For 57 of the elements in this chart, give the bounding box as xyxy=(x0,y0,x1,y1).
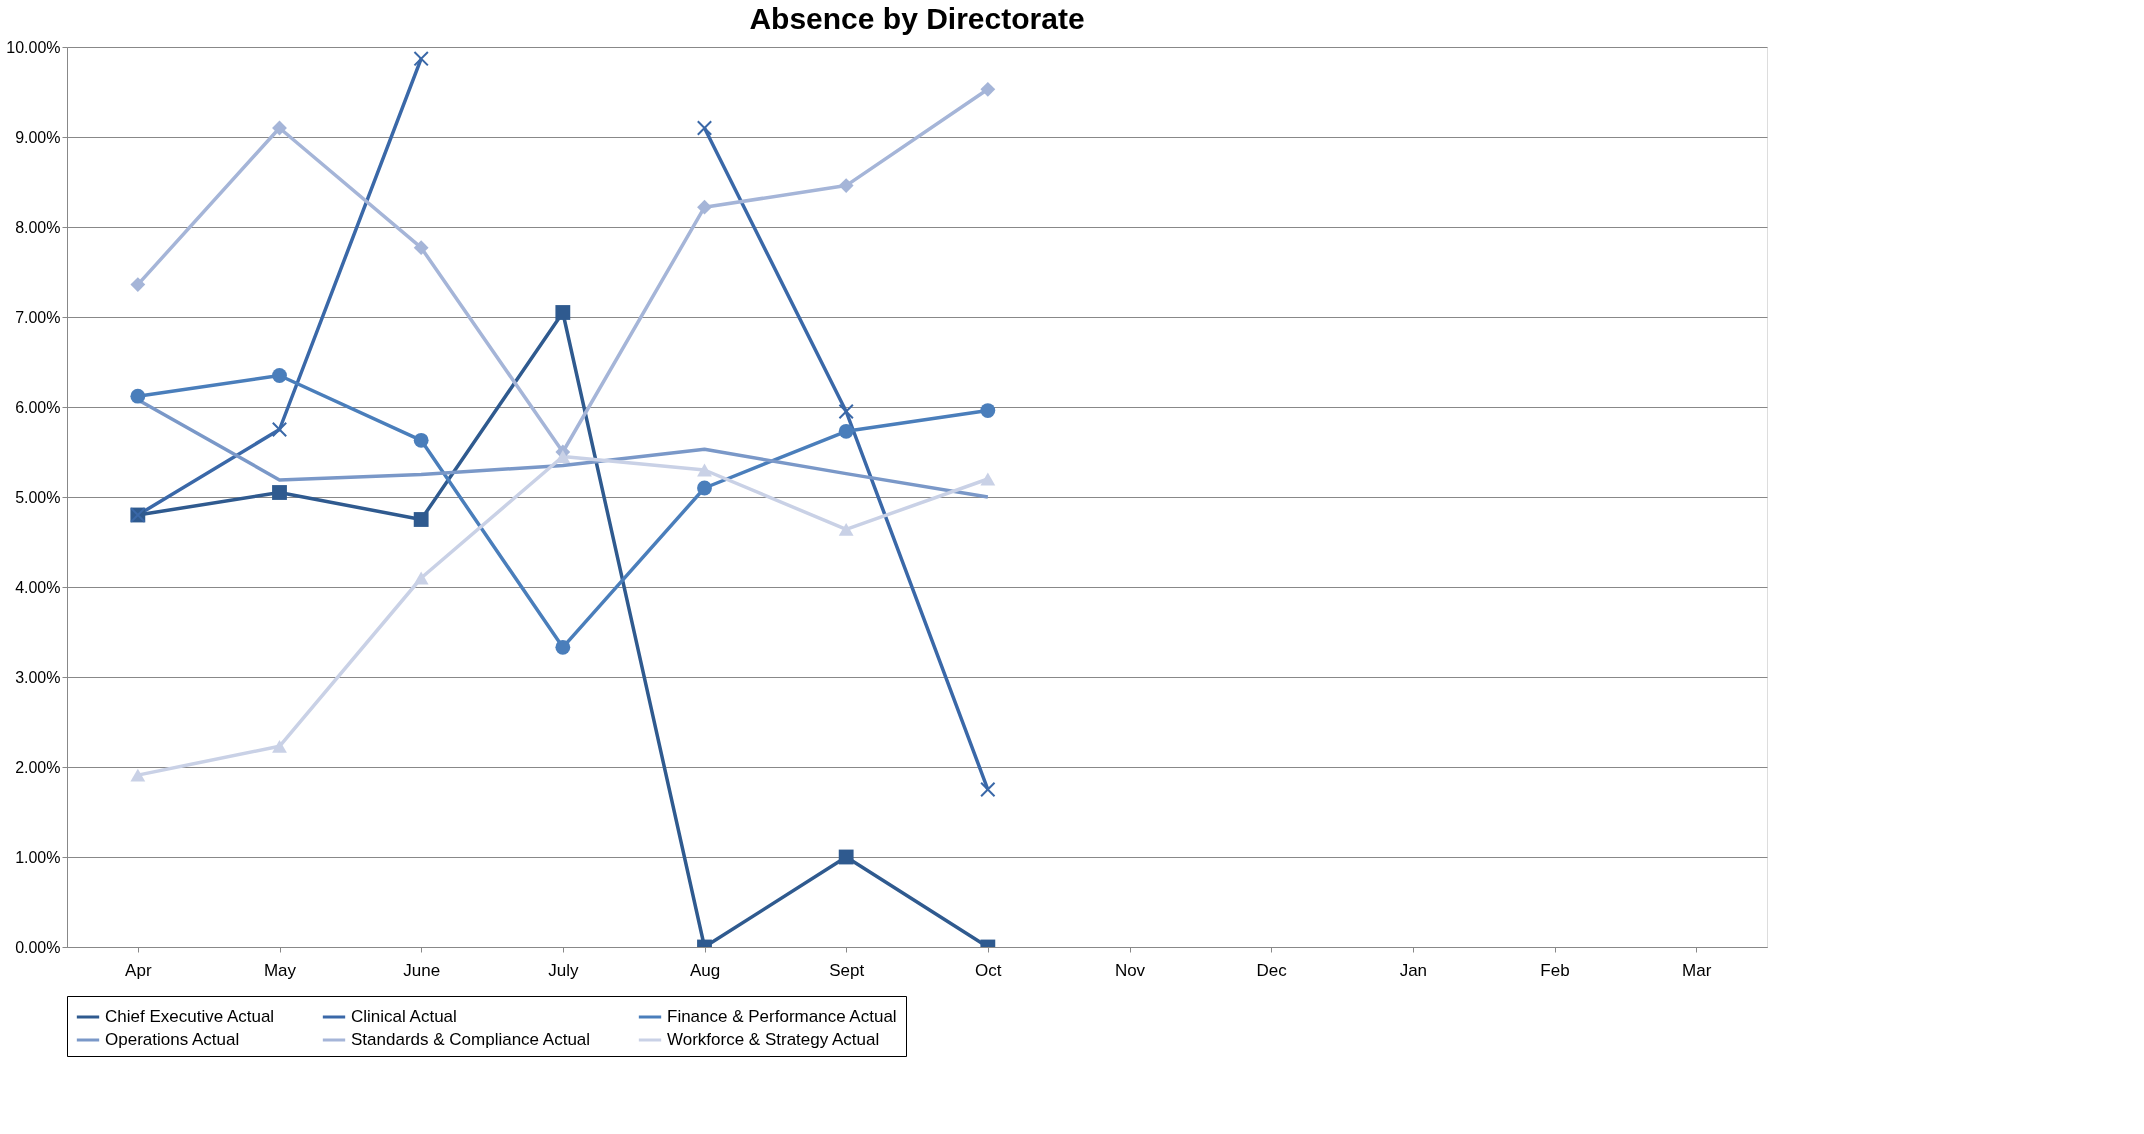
point xyxy=(413,240,429,256)
x-tick-label: Nov xyxy=(1114,960,1146,980)
x-tick-label: Apr xyxy=(125,960,152,980)
point xyxy=(838,403,854,420)
y-tick-label: 4.00% xyxy=(15,578,61,596)
point xyxy=(697,463,712,477)
chart-title: Absence by Directorate xyxy=(749,2,1085,35)
x-tick-label: Oct xyxy=(975,960,1002,980)
point xyxy=(555,639,571,655)
point xyxy=(272,739,287,753)
point xyxy=(413,571,429,585)
x-tick-label: Jan xyxy=(1399,960,1428,980)
x-tick-label: Sept xyxy=(829,960,865,980)
x-tick-label: June xyxy=(403,960,441,980)
y-tick-label: 5.00% xyxy=(15,488,61,506)
y-tick-label: 3.00% xyxy=(15,668,61,686)
x-tick-label: May xyxy=(263,960,297,980)
y-tick-label: 10.00% xyxy=(6,38,61,56)
y-tick-label: 1.00% xyxy=(15,848,61,866)
point xyxy=(413,432,429,448)
x-tick-label: Feb xyxy=(1540,960,1570,980)
point xyxy=(130,388,146,404)
x-tick-label: Mar xyxy=(1682,960,1712,980)
y-tick-label: 0.00% xyxy=(15,938,61,956)
legend-label: Workforce & Strategy Actual xyxy=(667,1030,880,1049)
y-tick-label: 6.00% xyxy=(15,398,61,416)
x-tick-label: Aug xyxy=(689,960,721,980)
point xyxy=(697,199,712,215)
x-tick-label: July xyxy=(548,960,579,980)
x-tick-label: Dec xyxy=(1256,960,1288,980)
legend-label: Standards & Compliance Actual xyxy=(351,1030,591,1049)
point xyxy=(980,81,996,97)
y-tick-label: 9.00% xyxy=(15,128,61,146)
point xyxy=(838,849,854,865)
point xyxy=(555,305,571,320)
point xyxy=(696,120,713,136)
point xyxy=(272,368,287,383)
legend-label: Finance & Performance Actual xyxy=(667,1007,897,1026)
legend-label: Operations Actual xyxy=(105,1030,240,1049)
point xyxy=(838,522,854,536)
legend-label: Chief Executive Actual xyxy=(105,1007,275,1026)
point xyxy=(272,485,287,500)
legend-label: Clinical Actual xyxy=(351,1007,457,1026)
point xyxy=(697,480,712,496)
point xyxy=(130,768,146,782)
y-tick-label: 2.00% xyxy=(15,758,61,776)
point xyxy=(980,472,996,486)
point xyxy=(130,277,146,293)
point xyxy=(271,421,288,438)
point xyxy=(838,423,854,439)
point xyxy=(413,50,429,67)
y-tick-label: 8.00% xyxy=(15,218,61,236)
point xyxy=(980,403,996,418)
point xyxy=(980,781,996,798)
point xyxy=(838,178,854,194)
point xyxy=(413,512,429,527)
y-tick-label: 7.00% xyxy=(15,308,61,326)
